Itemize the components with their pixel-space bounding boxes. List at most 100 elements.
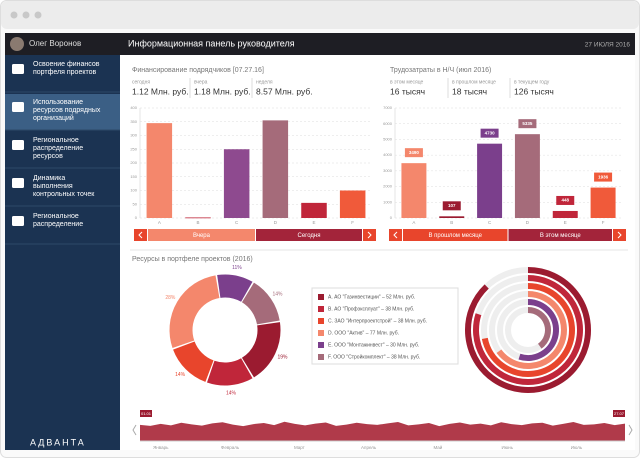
next-arrow[interactable] bbox=[617, 231, 622, 239]
next-button[interactable] bbox=[613, 229, 626, 241]
nav-label[interactable]: ресурсов bbox=[33, 153, 63, 160]
user-name[interactable]: Олег Воронов bbox=[29, 39, 81, 48]
donut-segment[interactable] bbox=[206, 357, 253, 386]
legend-swatch bbox=[318, 330, 324, 336]
scroll-right[interactable] bbox=[628, 424, 633, 436]
nav-label[interactable]: Региональное bbox=[33, 137, 79, 144]
prev-button[interactable] bbox=[389, 229, 402, 241]
bar[interactable] bbox=[185, 217, 211, 219]
nav-icon[interactable] bbox=[12, 178, 24, 188]
prev-arrow[interactable] bbox=[138, 231, 143, 239]
period-button-label[interactable]: В прошлом месяце bbox=[428, 233, 482, 239]
nav-label[interactable]: распределение bbox=[33, 221, 83, 228]
month-label: Май bbox=[434, 444, 443, 450]
radial-bar[interactable] bbox=[465, 267, 591, 393]
date: 27 ИЮЛЯ 2016 bbox=[585, 42, 631, 49]
bar[interactable] bbox=[401, 163, 427, 218]
legend-label[interactable]: F. ООО "Стройкомплект" – 38 Млн. руб. bbox=[328, 353, 420, 360]
kpi-value: 16 тысяч bbox=[390, 86, 425, 96]
window-dot[interactable] bbox=[34, 11, 42, 19]
kpi-label: сегодня bbox=[132, 79, 150, 85]
nav-label[interactable]: Динамика bbox=[33, 175, 65, 182]
x-tick-label: D bbox=[274, 220, 278, 225]
prev-arrow[interactable] bbox=[393, 231, 398, 239]
y-tick-label: 150 bbox=[130, 174, 137, 179]
nav-label[interactable]: Использование bbox=[33, 99, 83, 106]
x-tick-label: C bbox=[488, 220, 492, 225]
kpi-value: 18 тысяч bbox=[452, 86, 487, 96]
radial-bar[interactable] bbox=[481, 283, 575, 377]
nav-label[interactable]: Освоение финансов bbox=[33, 61, 100, 68]
radial-bar[interactable] bbox=[527, 307, 551, 349]
nav-label[interactable]: организаций bbox=[33, 114, 74, 122]
period-button[interactable] bbox=[148, 229, 255, 241]
bar[interactable] bbox=[339, 190, 366, 219]
data-label: 5335 bbox=[522, 121, 533, 126]
bar[interactable] bbox=[223, 149, 250, 218]
nav-icon[interactable] bbox=[12, 64, 24, 74]
nav-icon[interactable] bbox=[12, 216, 24, 226]
nav-label[interactable]: выполнения bbox=[33, 183, 73, 190]
donut-segment[interactable] bbox=[169, 275, 221, 349]
nav-label[interactable]: контрольных точек bbox=[33, 191, 95, 198]
window-dot[interactable] bbox=[10, 11, 18, 19]
y-tick-label: 2000 bbox=[383, 184, 393, 189]
bar[interactable] bbox=[477, 143, 503, 218]
bar[interactable] bbox=[552, 210, 578, 218]
scroll-left[interactable] bbox=[132, 424, 137, 436]
x-tick-label: E bbox=[564, 220, 567, 225]
data-label: 1936 bbox=[598, 174, 609, 179]
x-tick-label: B bbox=[450, 220, 453, 225]
donut-segment[interactable] bbox=[241, 282, 280, 326]
y-tick-label: 400 bbox=[130, 105, 137, 110]
bar[interactable] bbox=[514, 134, 540, 218]
date-marker[interactable] bbox=[613, 410, 625, 417]
kpi-value: 126 тысяч bbox=[514, 86, 554, 96]
nav-icon[interactable] bbox=[12, 140, 24, 150]
nav-label[interactable]: ресурсов подрядных bbox=[33, 107, 101, 114]
legend-label[interactable]: A. АО "Газинвестиции" – 52 Млн. руб. bbox=[328, 294, 415, 300]
y-tick-label: 6000 bbox=[383, 121, 393, 126]
bar[interactable] bbox=[262, 120, 289, 218]
legend-label[interactable]: D. ООО "Актив" – 77 Млн. руб. bbox=[328, 330, 399, 336]
donut-segment[interactable] bbox=[217, 274, 253, 303]
chart-title: Трудозатраты в Н/Ч (июл 2016) bbox=[390, 67, 491, 74]
period-button-label[interactable]: Вчера bbox=[193, 233, 211, 239]
donut-label: 14% bbox=[273, 292, 284, 298]
period-button-label[interactable]: В этом месяце bbox=[540, 233, 581, 239]
bar[interactable] bbox=[439, 216, 465, 218]
y-tick-label: 5000 bbox=[383, 136, 393, 141]
nav-label[interactable]: портфеля проектов bbox=[33, 69, 97, 76]
date-marker[interactable] bbox=[140, 410, 152, 417]
x-tick-label: A bbox=[158, 220, 161, 225]
nav-label[interactable]: Региональное bbox=[33, 213, 79, 220]
legend-label[interactable]: E. ООО "Монтажинвест" – 30 Млн. руб. bbox=[328, 342, 419, 348]
period-button-label[interactable]: Сегодня bbox=[298, 233, 321, 239]
period-button[interactable] bbox=[403, 229, 508, 241]
period-button[interactable] bbox=[256, 229, 362, 241]
y-tick-label: 200 bbox=[130, 160, 137, 165]
next-button[interactable] bbox=[363, 229, 376, 241]
donut-segment[interactable] bbox=[173, 340, 215, 382]
bar[interactable] bbox=[301, 202, 327, 218]
data-label-box bbox=[442, 201, 461, 211]
period-button[interactable] bbox=[508, 229, 613, 241]
bar[interactable] bbox=[146, 123, 173, 218]
legend-label[interactable]: B. АО "Профэксплуат" – 38 Млн. руб. bbox=[328, 306, 414, 312]
radial-bar[interactable] bbox=[496, 291, 567, 369]
legend-swatch bbox=[318, 294, 324, 300]
radial-bar[interactable] bbox=[518, 299, 559, 361]
radial-bar[interactable] bbox=[473, 275, 583, 385]
nav-icon[interactable] bbox=[12, 102, 24, 112]
legend-label[interactable]: C. ЗАО "Интерпроектстрой" – 38 Млн. руб. bbox=[328, 317, 427, 324]
nav-label[interactable]: распределение bbox=[33, 145, 83, 152]
donut-segment[interactable] bbox=[241, 322, 281, 378]
month-label: Июль bbox=[571, 445, 583, 450]
next-arrow[interactable] bbox=[367, 231, 372, 239]
window-dot[interactable] bbox=[22, 11, 30, 19]
nav-selected[interactable] bbox=[5, 94, 120, 130]
month-label: Март bbox=[294, 445, 305, 450]
prev-button[interactable] bbox=[134, 229, 147, 241]
bar[interactable] bbox=[590, 187, 616, 218]
avatar[interactable] bbox=[10, 37, 24, 51]
